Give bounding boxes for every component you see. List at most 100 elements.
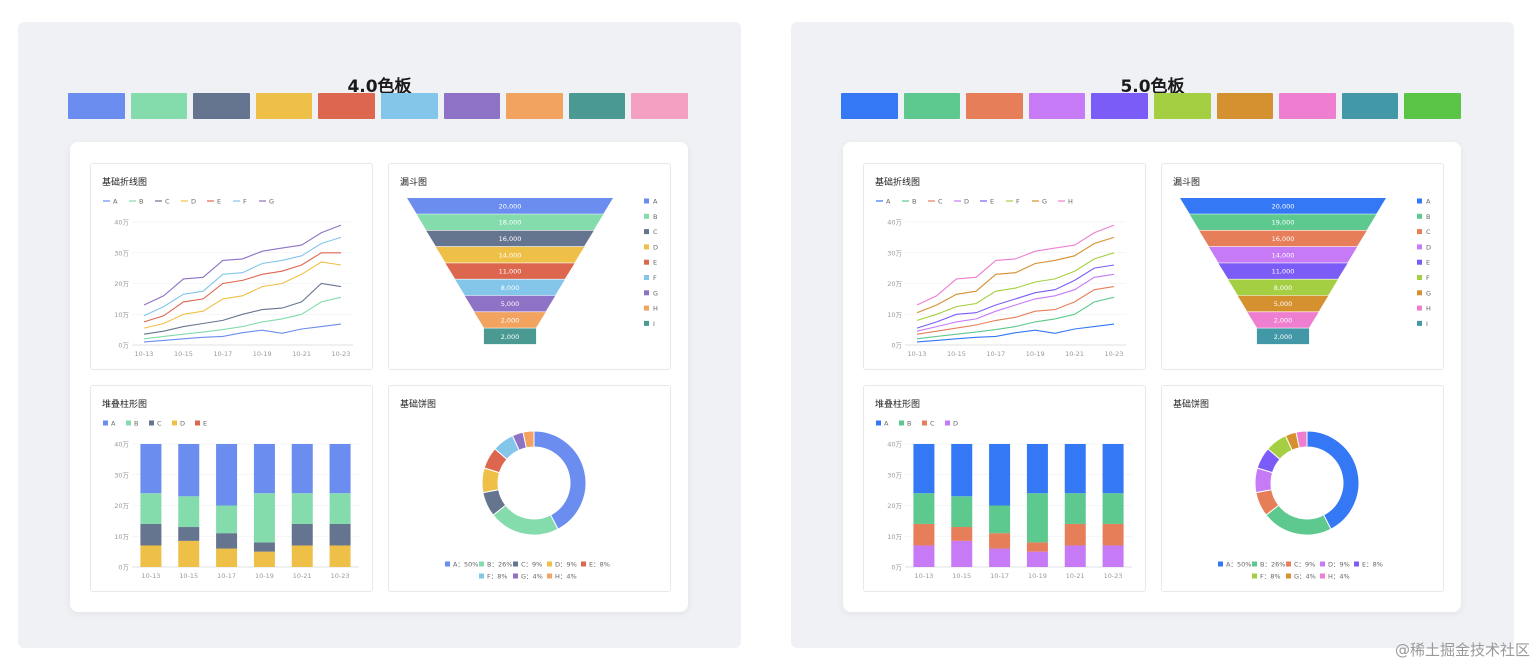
line-chart-svg: A B C D E F G 0万 10万 20万 30万 40万 10-13 10-15 10-17 10-1… <box>103 198 353 358</box>
legend-square-marker <box>1417 198 1422 204</box>
legend-square-marker <box>1286 573 1291 579</box>
funnel-segment-A <box>1180 198 1386 214</box>
pie-chart-title: 基础饼图 <box>400 400 437 410</box>
legend-square-marker <box>547 561 552 567</box>
line-series-C <box>143 282 342 335</box>
y-tick-label: 30万 <box>114 249 129 257</box>
legend-label: D <box>180 420 185 428</box>
legend-square-marker <box>644 275 649 280</box>
funnel-value-label: 11,000 <box>499 268 522 276</box>
pie-chart: A：50% B：26% C：9% D：9% E：8% F：8% G：4% H：4% 基础饼图 <box>388 385 671 592</box>
bar-segment-B <box>1102 493 1124 524</box>
stacked-bar-chart-title: 堆叠柱形图 <box>875 400 921 410</box>
funnel-segment-E <box>1218 263 1348 279</box>
y-tick-label: 20万 <box>887 502 902 510</box>
line-chart-title: 基础折线图 <box>102 178 148 188</box>
legend-square-marker <box>1320 573 1325 579</box>
legend-label: A <box>113 198 118 206</box>
bar-segment-C <box>216 533 238 549</box>
bar-segment-B <box>1064 493 1086 524</box>
line-series-B <box>916 296 1115 340</box>
funnel-chart-svg: 20,000 19,000 16,000 14,000 11,000 8,000 5,000… <box>1180 198 1431 345</box>
bar-segment-D <box>140 545 162 567</box>
legend-label: G：4% <box>1294 573 1316 581</box>
y-tick-label: 40万 <box>887 219 902 227</box>
color-swatch <box>1279 93 1336 119</box>
legend-label: E <box>217 198 221 206</box>
bar-segment-C <box>989 533 1011 549</box>
line-chart-svg: A B C D E F G H 0万 10万 20万 30万 40万 10-13 10-15 10-17 10-… <box>876 198 1126 358</box>
legend-square-marker <box>1218 561 1223 567</box>
stacked-bar-chart: A B C D 0万 10万 20万 30万 40万 10-13 10-15 10-17 10-19 10… <box>863 385 1146 592</box>
line-series-H <box>916 224 1115 306</box>
legend-square-marker <box>513 561 518 567</box>
bar-segment-B <box>1026 493 1048 543</box>
legend-square-marker <box>445 561 450 567</box>
palette-swatches <box>841 93 1461 119</box>
funnel-value-label: 5,000 <box>1274 300 1293 308</box>
pie-slice-B <box>1265 504 1332 536</box>
legend-square-marker <box>644 229 649 235</box>
legend-label: F <box>1426 274 1430 282</box>
legend-square-marker <box>945 420 950 426</box>
legend-label: E <box>990 198 994 206</box>
legend-square-marker <box>1417 320 1422 326</box>
legend-square-marker <box>644 244 649 250</box>
legend-label: B <box>912 198 916 206</box>
legend-label: B <box>139 198 143 206</box>
bar-segment-D <box>1026 551 1048 567</box>
legend-square-marker <box>1417 275 1422 280</box>
legend-label: E <box>203 420 207 428</box>
bar-segment-A <box>253 444 275 494</box>
funnel-value-label: 20,000 <box>1272 202 1295 210</box>
funnel-segment-I <box>483 328 537 345</box>
line-series-A <box>916 323 1115 343</box>
legend-label: F <box>243 198 247 206</box>
legend-label: H：4% <box>555 573 577 581</box>
x-tick-label: 10-23 <box>332 350 351 358</box>
funnel-value-label: 8,000 <box>501 284 520 292</box>
legend-square-marker <box>1286 561 1291 567</box>
y-tick-label: 0万 <box>118 342 129 350</box>
funnel-value-label: 16,000 <box>499 235 522 243</box>
bar-segment-B <box>291 493 313 524</box>
funnel-segment-B <box>1189 214 1377 230</box>
funnel-segment-D <box>435 246 585 263</box>
legend-label: G：4% <box>521 573 543 581</box>
bar-segment-D <box>1102 545 1124 567</box>
funnel-segment-G <box>1237 295 1329 312</box>
line-series-E <box>143 252 341 323</box>
funnel-value-label: 19,000 <box>1272 219 1295 227</box>
funnel-segment-C <box>1199 230 1367 247</box>
color-swatch <box>68 93 125 119</box>
bar-segment-D <box>329 545 351 567</box>
legend-square-marker <box>149 420 154 426</box>
x-tick-label: 10-15 <box>947 350 966 358</box>
funnel-segment-I <box>1256 328 1310 345</box>
legend-label: A <box>653 198 658 206</box>
x-tick-label: 10-13 <box>135 350 154 358</box>
x-tick-label: 10-17 <box>213 350 232 358</box>
legend-label: F <box>653 274 657 282</box>
funnel-value-label: 11,000 <box>1272 268 1295 276</box>
bar-segment-D <box>951 540 973 567</box>
legend-square-marker <box>103 420 108 426</box>
x-tick-label: 10-19 <box>1026 350 1045 358</box>
bar-segment-A <box>1102 444 1124 494</box>
legend-label: A <box>886 198 891 206</box>
legend-square-marker <box>479 573 484 579</box>
color-swatch <box>841 93 898 119</box>
bar-segment-B <box>989 505 1011 534</box>
bar-segment-A <box>291 444 313 494</box>
legend-label: B <box>134 420 138 428</box>
legend-square-marker <box>126 420 131 426</box>
stacked-bar-chart-svg: A B C D E 0万 10万 20万 30万 40万 10-13 10-15 10-17 10-19 1… <box>103 420 359 580</box>
legend-square-marker <box>644 320 649 326</box>
funnel-segment-B <box>416 214 604 230</box>
line-series-D <box>143 261 342 329</box>
palette-swatches <box>68 93 688 119</box>
y-tick-label: 0万 <box>118 564 129 572</box>
legend-square-marker <box>1417 244 1422 250</box>
line-chart: A B C D E F G H 0万 10万 20万 30万 40万 10-13 10-15 10-17 10-… <box>863 163 1146 370</box>
legend-label: G <box>1426 289 1431 297</box>
